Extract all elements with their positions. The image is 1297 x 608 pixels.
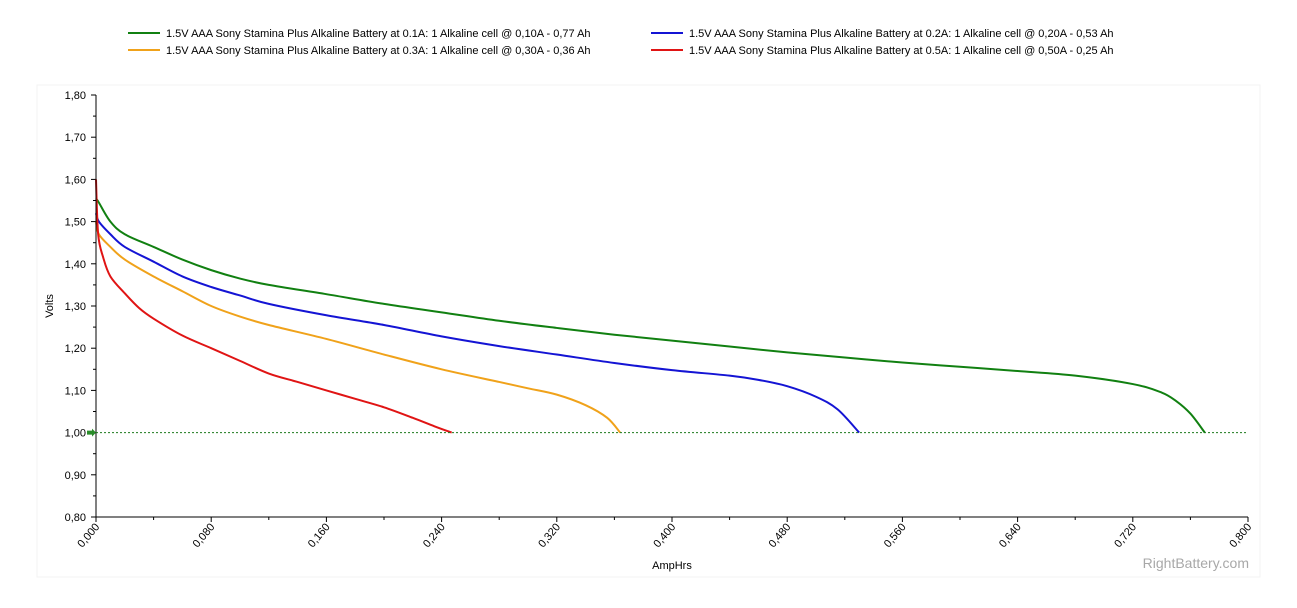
axis-ticks: 0,80 0,90 1,00 1,10 1,20 1,30 1,40 1,50 1,60 1,70… — [65, 90, 1255, 550]
y-tick-label: 1,50 — [65, 217, 86, 229]
legend-label-4: 1.5V AAA Sony Stamina Plus Alkaline Batt… — [689, 45, 1114, 57]
x-tick-label: 0,400 — [651, 521, 678, 550]
plot-frame — [36, 84, 1261, 578]
y-tick-label: 0,80 — [65, 512, 86, 524]
y-tick-label: 1,70 — [65, 132, 86, 144]
x-tick-label: 0,160 — [306, 521, 333, 550]
series-line-3 — [95, 221, 621, 434]
legend: 1.5V AAA Sony Stamina Plus Alkaline Batt… — [128, 28, 1114, 57]
y-axis-label: Volts — [44, 294, 56, 318]
x-axis-label: AmpHrs — [652, 560, 692, 572]
series-line-2 — [95, 212, 860, 434]
y-tick-label: 0,90 — [65, 470, 86, 482]
series-line-4 — [95, 179, 453, 434]
watermark: RightBattery.com — [1143, 555, 1249, 571]
series-line-1 — [95, 197, 1206, 434]
y-tick-label: 1,40 — [65, 259, 86, 271]
y-tick-label: 1,30 — [65, 301, 86, 313]
y-tick-label: 1,10 — [65, 385, 86, 397]
legend-label-1: 1.5V AAA Sony Stamina Plus Alkaline Batt… — [166, 28, 591, 40]
x-tick-label: 0,560 — [882, 521, 909, 550]
y-tick-label: 1,00 — [65, 428, 86, 440]
y-tick-label: 1,20 — [65, 343, 86, 355]
x-tick-label: 0,000 — [75, 521, 102, 550]
legend-label-2: 1.5V AAA Sony Stamina Plus Alkaline Batt… — [689, 28, 1114, 40]
legend-label-3: 1.5V AAA Sony Stamina Plus Alkaline Batt… — [166, 45, 591, 57]
x-tick-label: 0,240 — [421, 521, 448, 550]
x-tick-label: 0,800 — [1227, 521, 1254, 550]
cutoff-arrow-icon — [87, 428, 96, 437]
y-tick-label: 1,60 — [65, 174, 86, 186]
x-tick-label: 0,720 — [1112, 521, 1139, 550]
x-tick-label: 0,480 — [767, 521, 794, 550]
x-tick-label: 0,320 — [536, 521, 563, 550]
x-tick-label: 0,640 — [997, 521, 1024, 550]
series-layer — [95, 179, 1206, 434]
x-tick-label: 0,080 — [191, 521, 218, 550]
y-tick-label: 1,80 — [65, 90, 86, 102]
